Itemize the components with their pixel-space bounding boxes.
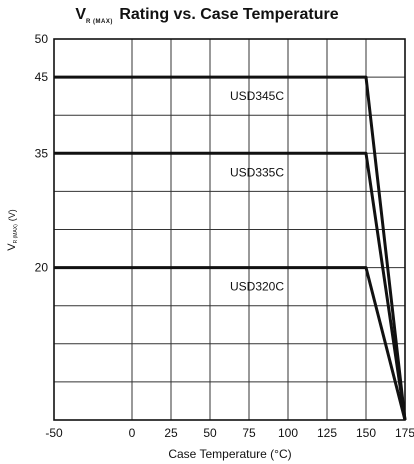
plot-frame — [53, 38, 406, 421]
series-line-usd345c — [54, 75, 407, 421]
series-line-usd335c — [54, 151, 407, 421]
x-tick-label: -50 — [45, 426, 63, 440]
series-label: USD345C — [230, 89, 284, 103]
x-tick-label: 125 — [317, 426, 337, 440]
annotations: USD345C USD335C USD320C — [230, 89, 284, 294]
x-tick-label: 100 — [278, 426, 298, 440]
y-axis-label-unit: (V) — [7, 209, 17, 221]
svg-text:VR (MAX)(V): VR (MAX) (V) — [6, 209, 19, 251]
y-axis-label: VR (MAX) (V) — [6, 209, 19, 251]
plot-border — [53, 38, 406, 421]
title-subscript: R (MAX) — [86, 19, 113, 26]
y-tick-label: 35 — [35, 146, 49, 160]
y-tick-label: 20 — [35, 261, 49, 275]
x-axis-label: Case Temperature (°C) — [168, 447, 291, 461]
x-tick-label: 75 — [242, 426, 256, 440]
chart-title: VR (MAX) Rating vs. Case Temperature — [0, 6, 414, 25]
x-tick-label: 0 — [129, 426, 136, 440]
title-symbol: V — [75, 6, 87, 23]
x-tick-label: 175 — [395, 426, 414, 440]
y-tick-label: 45 — [35, 70, 49, 84]
series-label: USD335C — [230, 165, 284, 179]
x-tick-label: 25 — [164, 426, 178, 440]
title-text: Rating vs. Case Temperature — [119, 6, 339, 23]
y-axis-label-subscript: R (MAX) — [13, 224, 19, 244]
series-layer — [54, 75, 407, 421]
series-label: USD320C — [230, 280, 284, 294]
y-tick-label: 50 — [35, 32, 49, 46]
y-axis-label-symbol: V — [6, 243, 18, 251]
series-line-usd320c — [54, 266, 407, 421]
tick-labels: -50 0 25 50 75 100 125 150 175 20 35 45 50 — [35, 32, 414, 440]
x-tick-label: 50 — [203, 426, 217, 440]
x-tick-label: 150 — [356, 426, 376, 440]
